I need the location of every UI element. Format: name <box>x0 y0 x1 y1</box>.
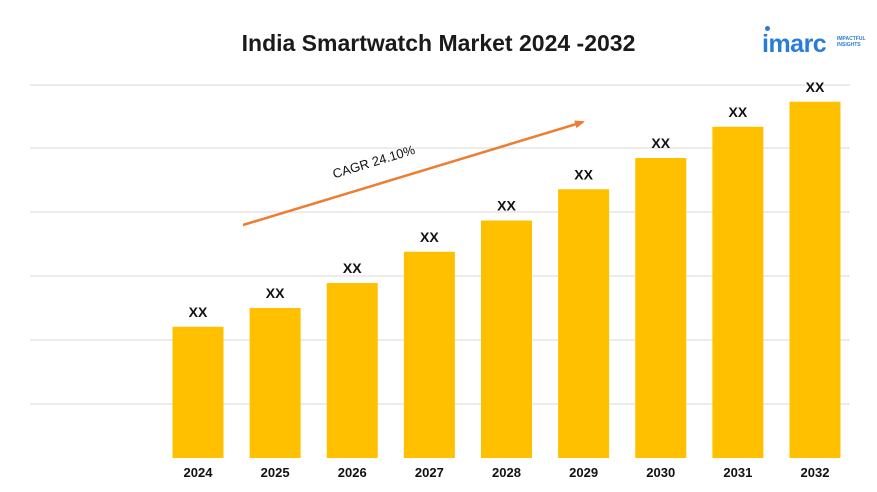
x-tick-2025: 2025 <box>261 465 290 480</box>
bar-2024 <box>172 326 224 458</box>
bar-2025 <box>249 308 301 458</box>
data-label-2029: XX <box>574 166 593 182</box>
data-label-2028: XX <box>497 198 516 214</box>
bar-2026 <box>326 283 378 458</box>
cagr-arrow <box>242 120 585 227</box>
data-label-2030: XX <box>651 135 670 151</box>
x-tick-2029: 2029 <box>569 465 598 480</box>
x-tick-2032: 2032 <box>801 465 830 480</box>
data-label-2025: XX <box>266 285 285 301</box>
x-axis-ticks: 2024 2025 2026 2027 2028 2029 2030 2031 2032 <box>184 465 830 480</box>
bar-2032 <box>789 101 841 458</box>
logo-tagline-line-2: INSIGHTS <box>837 42 861 48</box>
logo-dot-icon <box>765 26 770 31</box>
bars <box>172 101 841 458</box>
chart-title: India Smartwatch Market 2024 -2032 <box>241 30 636 56</box>
data-labels: XX XX XX XX XX XX XX XX XX <box>189 79 825 320</box>
data-label-2027: XX <box>420 229 439 245</box>
x-tick-2031: 2031 <box>723 465 752 480</box>
data-label-2031: XX <box>729 104 748 120</box>
bar-2029 <box>558 189 610 458</box>
logo-wordmark: imarc <box>762 30 827 58</box>
x-tick-2026: 2026 <box>338 465 367 480</box>
logo-tagline: IMPACTFUL INSIGHTS <box>837 36 867 48</box>
data-label-2032: XX <box>806 79 825 95</box>
cagr-annotation: CAGR 24.10% <box>242 120 585 227</box>
logo-tagline-line-1: IMPACTFUL <box>837 36 866 42</box>
x-tick-2024: 2024 <box>184 465 214 480</box>
x-tick-2028: 2028 <box>492 465 521 480</box>
bar-2031 <box>712 126 764 458</box>
data-label-2026: XX <box>343 260 362 276</box>
data-label-2024: XX <box>189 304 208 320</box>
bar-2028 <box>481 220 532 458</box>
imarc-logo: imarc IMPACTFUL INSIGHTS <box>762 24 872 58</box>
bar-2030 <box>635 158 687 458</box>
bar-2027 <box>403 251 455 458</box>
x-tick-2027: 2027 <box>415 465 444 480</box>
x-tick-2030: 2030 <box>646 465 675 480</box>
